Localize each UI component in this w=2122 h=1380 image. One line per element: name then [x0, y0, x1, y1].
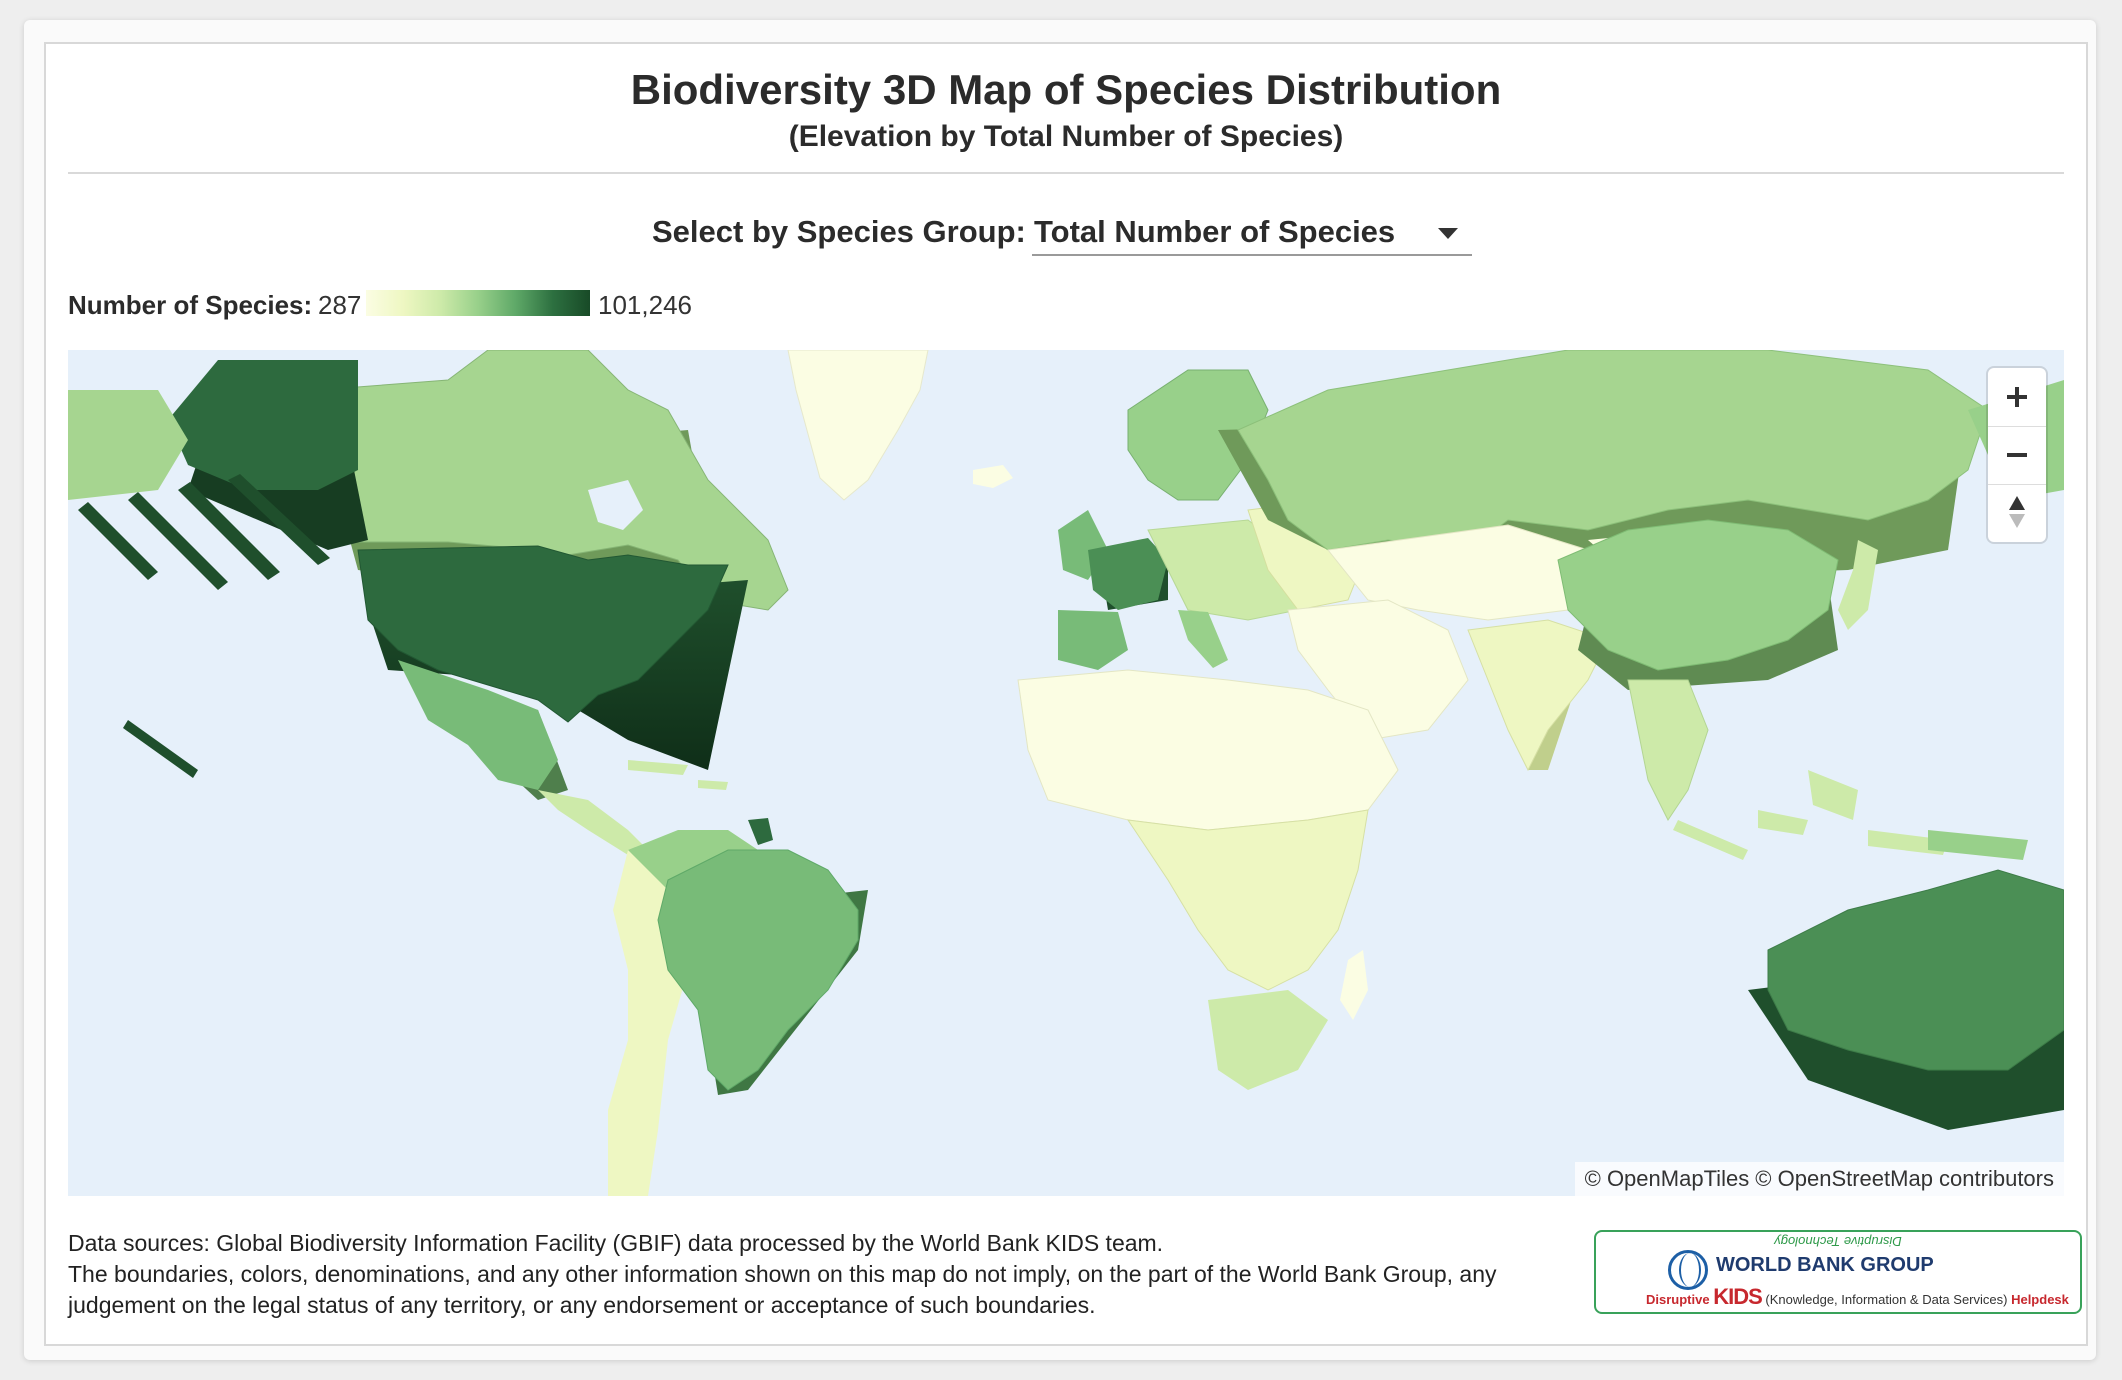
- globe-icon: [1668, 1250, 1708, 1290]
- map-canvas[interactable]: [68, 350, 2064, 1196]
- world-bank-kids-logo: Disruptive Technology WORLD BANK GROUP D…: [1594, 1230, 2082, 1314]
- region-australia[interactable]: [1767, 869, 2064, 1071]
- compass-icon-south: [2009, 514, 2025, 528]
- region-mexico[interactable]: [398, 660, 558, 790]
- reset-north-button[interactable]: [1988, 484, 2046, 542]
- page-title: Biodiversity 3D Map of Species Distribut…: [630, 66, 1502, 113]
- region-aleutians: [78, 474, 330, 590]
- region-central-america[interactable]: [538, 790, 648, 855]
- species-group-dropdown[interactable]: Total Number of Species: [1032, 208, 1472, 256]
- species-group-selected-value: Total Number of Species: [1034, 214, 1396, 249]
- map-attribution[interactable]: © OpenMapTiles © OpenStreetMap contribut…: [1574, 1162, 2064, 1196]
- region-madagascar[interactable]: [1340, 950, 1368, 1020]
- data-source-line: Data sources: Global Biodiversity Inform…: [68, 1230, 1164, 1256]
- region-japan[interactable]: [1838, 540, 1878, 630]
- logo-org-name: WORLD BANK GROUP: [1716, 1254, 1934, 1276]
- region-southern-africa[interactable]: [1208, 990, 1328, 1090]
- data-source-note: Data sources: Global Biodiversity Inform…: [68, 1228, 1568, 1321]
- region-india[interactable]: [1467, 619, 1609, 772]
- region-colombia[interactable]: [628, 830, 758, 890]
- logo-word-disruptive: Disruptive: [1646, 1292, 1710, 1307]
- legend-color-ramp: [366, 290, 590, 316]
- region-middle-east[interactable]: [1287, 599, 1469, 741]
- region-brazil[interactable]: [657, 849, 859, 1091]
- region-france[interactable]: [1088, 538, 1168, 610]
- region-russia[interactable]: [1237, 350, 1989, 551]
- page-subtitle: (Elevation by Total Number of Species): [788, 120, 1344, 153]
- logo-helpdesk-line: Disruptive KIDS (Knowledge, Information …: [1646, 1284, 2069, 1310]
- region-indonesia[interactable]: [1673, 770, 1948, 860]
- plus-icon-vertical: [2015, 387, 2019, 407]
- logo-tagline: Disruptive Technology: [1774, 1234, 1902, 1249]
- minus-icon: [2007, 453, 2027, 457]
- map-navigation-control: [1988, 368, 2046, 542]
- region-russia-east[interactable]: [68, 390, 188, 500]
- logo-word-helpdesk: Helpdesk: [2011, 1292, 2069, 1307]
- dashboard-card: Biodiversity 3D Map of Species Distribut…: [44, 42, 2088, 1346]
- zoom-in-button[interactable]: [1988, 368, 2046, 427]
- region-italy[interactable]: [1178, 610, 1228, 668]
- region-hudson-bay: [588, 480, 643, 530]
- region-alaska[interactable]: [168, 360, 358, 490]
- region-hawaii[interactable]: [123, 720, 198, 778]
- disclaimer-line: The boundaries, colors, denominations, a…: [68, 1261, 1497, 1318]
- region-southeast-asia[interactable]: [1627, 679, 1709, 821]
- legend-min-value: 287: [318, 290, 362, 320]
- region-usa[interactable]: [357, 545, 729, 723]
- region-scandinavia[interactable]: [1127, 369, 1269, 501]
- header-divider: [68, 172, 2064, 174]
- region-new-guinea[interactable]: [1928, 830, 2028, 860]
- legend-max-value: 101,246: [598, 290, 692, 320]
- region-guiana[interactable]: [748, 818, 773, 845]
- species-group-label: Select by Species Group:: [652, 214, 1026, 249]
- compass-icon: [2009, 496, 2025, 510]
- logo-word-kids: KIDS: [1713, 1284, 1763, 1309]
- region-iberia[interactable]: [1058, 610, 1128, 670]
- region-caribbean[interactable]: [628, 760, 728, 790]
- chevron-down-icon[interactable]: [1438, 228, 1458, 239]
- world-map[interactable]: © OpenMapTiles © OpenStreetMap contribut…: [68, 350, 2064, 1196]
- region-canada[interactable]: [317, 350, 789, 611]
- legend-label: Number of Species:: [68, 290, 313, 320]
- region-iceland[interactable]: [973, 465, 1013, 488]
- logo-word-kids-expansion: (Knowledge, Information & Data Services): [1765, 1292, 2008, 1307]
- region-greenland[interactable]: [787, 350, 929, 501]
- zoom-out-button[interactable]: [1988, 426, 2046, 485]
- region-central-africa[interactable]: [1126, 809, 1369, 991]
- region-china[interactable]: [1557, 519, 1839, 671]
